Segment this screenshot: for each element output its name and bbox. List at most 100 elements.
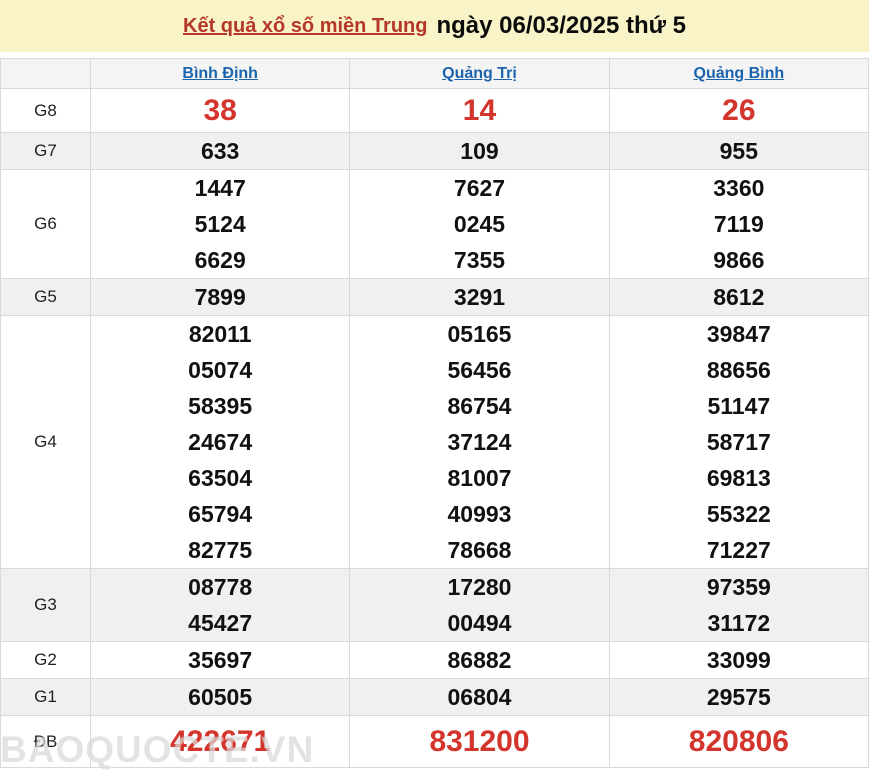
prize-row-G4: G4 82011 05074 58395 24674 63504 65794 82775 051… [0,315,869,569]
prize-number: 1447 [194,175,246,201]
prize-number: 9866 [713,247,765,273]
prize-number: 37124 [447,429,512,455]
prize-row-ĐB: ĐB 422671 831200 820806 [0,715,869,768]
province-link-2[interactable]: Quảng Bình [693,64,785,82]
prize-number: 55322 [706,501,771,527]
prize-label: G8 [0,88,91,133]
results-table: Bình Định Quảng Trị Quảng Bình G8 38 14 26 G7 6… [0,58,869,768]
results-tbody: G8 38 14 26 G7 633 109 955 G6 1447 5124 6629 7627 024… [0,88,869,768]
prize-cell: 29575 [608,678,869,716]
prize-number: 05165 [447,321,512,347]
prize-row-G8: G8 38 14 26 [0,88,869,133]
prize-number: 65794 [188,501,253,527]
prize-number: 7899 [194,284,246,310]
prize-number: 17280 [447,574,512,600]
prize-number: 82775 [188,537,253,563]
prize-cell: 7627 0245 7355 [349,169,610,279]
prize-number: 0245 [453,211,506,237]
prize-label: G2 [0,641,91,679]
prize-label: ĐB [0,715,91,768]
prize-number: 7627 [453,175,506,201]
prize-cell: 1447 5124 6629 [89,169,351,279]
prize-number: 51147 [707,393,771,419]
prize-row-G2: G2 35697 86882 33099 [0,641,869,679]
prize-cell: 82011 05074 58395 24674 63504 65794 82775 [89,315,351,569]
prize-cell: 422671 [89,715,351,768]
prize-label: G3 [0,568,91,642]
prize-cell: 38 [89,88,351,133]
prize-row-G1: G1 60505 06804 29575 [0,678,869,716]
prize-label: G6 [0,169,91,279]
prize-number: 33099 [706,647,771,673]
prize-cell: 633 [89,132,351,170]
prize-number: 14 [462,94,497,127]
prize-number: 39847 [706,321,771,347]
lottery-region-link[interactable]: Kết quả xổ số miền Trung [183,14,428,37]
column-header-1: Quảng Trị [349,58,610,89]
prize-number: 86754 [447,393,512,419]
prize-cell: 60505 [89,678,351,716]
prize-cell: 8612 [608,278,869,316]
prize-number: 38 [203,94,237,127]
prize-label: G1 [0,678,91,716]
prize-number: 69813 [706,465,771,491]
prize-cell: 97359 31172 [608,568,869,642]
prize-cell: 06804 [349,678,610,716]
prize-number: 97359 [706,574,771,600]
prize-cell: 33099 [608,641,869,679]
prize-number: 58395 [188,393,253,419]
column-header-row: Bình Định Quảng Trị Quảng Bình [0,58,869,89]
prize-number: 86882 [447,647,512,673]
prize-number: 31172 [707,610,771,636]
prize-number: 58717 [706,429,771,455]
prize-number: 45427 [188,610,253,636]
prize-cell: 35697 [89,641,351,679]
prize-number: 633 [200,138,240,164]
prize-number: 6629 [194,247,246,273]
corner-cell [0,58,91,89]
column-header-2: Quảng Bình [608,58,869,89]
prize-label: G5 [0,278,91,316]
prize-number: 08778 [188,574,253,600]
prize-number: 05074 [188,357,253,383]
prize-label: G7 [0,132,91,170]
prize-cell: 86882 [349,641,610,679]
prize-cell: 109 [349,132,610,170]
prize-number: 60505 [188,684,253,710]
prize-number: 3291 [453,284,506,310]
prize-cell: 820806 [608,715,869,768]
prize-number: 29575 [706,684,771,710]
prize-label: G4 [0,315,91,569]
column-header-0: Bình Định [89,58,351,89]
prize-number: 820806 [688,725,789,758]
prize-cell: 17280 00494 [349,568,610,642]
prize-number: 06804 [447,684,512,710]
title-bar: Kết quả xổ số miền Trung ngày 06/03/2025… [0,0,869,52]
prize-number: 7355 [453,247,506,273]
prize-cell: 3291 [349,278,610,316]
prize-cell: 05165 56456 86754 37124 81007 40993 78668 [349,315,610,569]
prize-number: 8612 [713,284,765,310]
prize-number: 422671 [170,725,271,758]
prize-number: 3360 [713,175,765,201]
province-link-0[interactable]: Bình Định [182,64,258,82]
prize-number: 5124 [194,211,246,237]
prize-number: 81007 [447,465,512,491]
prize-number: 7119 [713,211,764,237]
prize-number: 35697 [188,647,253,673]
prize-number: 82011 [188,321,252,347]
prize-row-G5: G5 7899 3291 8612 [0,278,869,316]
prize-cell: 3360 7119 9866 [608,169,869,279]
prize-number: 88656 [706,357,771,383]
prize-number: 71227 [706,537,771,563]
prize-cell: 14 [349,88,610,133]
prize-number: 00494 [447,610,512,636]
prize-cell: 26 [608,88,869,133]
prize-number: 24674 [188,429,253,455]
prize-row-G3: G3 08778 45427 17280 00494 97359 31172 [0,568,869,642]
prize-number: 63504 [188,465,253,491]
province-link-1[interactable]: Quảng Trị [442,64,517,82]
prize-cell: 955 [608,132,869,170]
prize-number: 78668 [447,537,512,563]
